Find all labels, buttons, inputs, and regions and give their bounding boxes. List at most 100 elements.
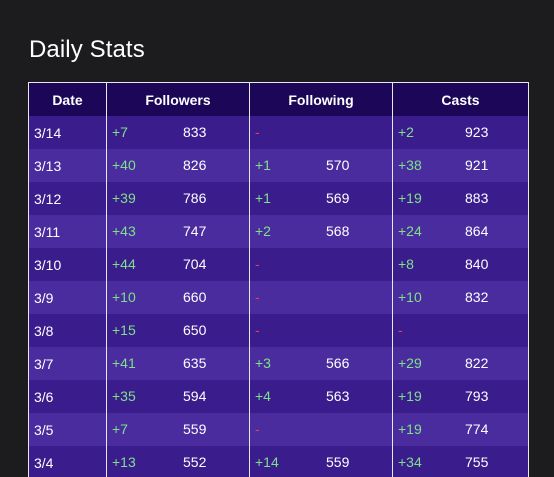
following-cell-content: +1 570 [250, 149, 392, 182]
followers-value: 833 [183, 124, 207, 140]
followers-cell: +41 635 [106, 347, 250, 380]
casts-delta: +8 [398, 256, 414, 272]
following-delta: +4 [255, 388, 271, 404]
table-row: 3/12 +39 786 +1 569 +19 883 [28, 182, 529, 215]
casts-value: 883 [465, 190, 489, 206]
followers-delta: +40 [112, 157, 136, 173]
following-delta: - [255, 256, 260, 272]
followers-cell: +39 786 [106, 182, 250, 215]
followers-delta: +10 [112, 289, 136, 305]
casts-cell: +38 921 [392, 149, 529, 182]
followers-value: 594 [183, 388, 207, 404]
casts-cell-content: +34 755 [393, 446, 528, 477]
casts-cell-content: +10 832 [393, 281, 528, 314]
followers-delta: +39 [112, 190, 136, 206]
casts-delta: +29 [398, 355, 422, 371]
following-cell-content: +4 563 [250, 380, 392, 413]
casts-delta: +19 [398, 421, 422, 437]
following-delta: +1 [255, 157, 271, 173]
following-cell-content: - [250, 248, 392, 281]
followers-cell: +44 704 [106, 248, 250, 281]
daily-stats-table: Date Followers Following Casts 3/14 +7 833… [28, 82, 529, 477]
followers-delta: +35 [112, 388, 136, 404]
date-cell: 3/11 [28, 215, 107, 248]
casts-value: 774 [465, 421, 489, 437]
header-followers: Followers [106, 82, 250, 116]
date-cell: 3/12 [28, 182, 107, 215]
table-row: 3/8 +15 650 - - [28, 314, 529, 347]
header-casts: Casts [392, 82, 529, 116]
following-cell-content: - [250, 281, 392, 314]
followers-cell-content: +41 635 [107, 347, 249, 380]
casts-value: 864 [465, 223, 489, 239]
following-delta: - [255, 124, 260, 140]
followers-cell: +35 594 [106, 380, 250, 413]
followers-value: 552 [183, 454, 207, 470]
following-delta: - [255, 421, 260, 437]
followers-cell: +15 650 [106, 314, 250, 347]
followers-cell: +43 747 [106, 215, 250, 248]
table-body: 3/14 +7 833 - +2 923 3/13 +40 826 +1 570 +38 921 3/12… [28, 116, 529, 477]
followers-value: 559 [183, 421, 207, 437]
date-cell: 3/14 [28, 116, 107, 149]
casts-delta: +24 [398, 223, 422, 239]
casts-value: 923 [465, 124, 489, 140]
casts-cell: +29 822 [392, 347, 529, 380]
table-row: 3/13 +40 826 +1 570 +38 921 [28, 149, 529, 182]
casts-cell: +19 793 [392, 380, 529, 413]
followers-cell-content: +7 559 [107, 413, 249, 446]
following-cell: +1 569 [249, 182, 393, 215]
date-cell: 3/4 [28, 446, 107, 477]
followers-delta: +13 [112, 454, 136, 470]
followers-value: 704 [183, 256, 207, 272]
date-cell: 3/7 [28, 347, 107, 380]
casts-delta: +2 [398, 124, 414, 140]
page-title: Daily Stats [29, 36, 145, 63]
following-delta: +1 [255, 190, 271, 206]
following-cell-content: +3 566 [250, 347, 392, 380]
followers-delta: +44 [112, 256, 136, 272]
followers-cell: +10 660 [106, 281, 250, 314]
following-value: 569 [326, 190, 350, 206]
table-row: 3/4 +13 552 +14 559 +34 755 [28, 446, 529, 477]
casts-cell-content: +19 883 [393, 182, 528, 215]
table-header: Date Followers Following Casts [28, 82, 529, 116]
casts-cell-content: +19 793 [393, 380, 528, 413]
date-cell: 3/6 [28, 380, 107, 413]
following-delta: - [255, 322, 260, 338]
casts-cell: +10 832 [392, 281, 529, 314]
casts-value: 832 [465, 289, 489, 305]
following-value: 568 [326, 223, 350, 239]
followers-cell-content: +13 552 [107, 446, 249, 477]
following-cell: - [249, 248, 393, 281]
table-row: 3/5 +7 559 - +19 774 [28, 413, 529, 446]
followers-cell-content: +10 660 [107, 281, 249, 314]
followers-delta: +41 [112, 355, 136, 371]
followers-value: 660 [183, 289, 207, 305]
casts-value: 822 [465, 355, 489, 371]
followers-value: 650 [183, 322, 207, 338]
followers-value: 826 [183, 157, 207, 173]
following-cell: - [249, 116, 393, 149]
casts-cell: +2 923 [392, 116, 529, 149]
date-cell: 3/5 [28, 413, 107, 446]
casts-cell-content: +29 822 [393, 347, 528, 380]
followers-cell: +13 552 [106, 446, 250, 477]
casts-value: 840 [465, 256, 489, 272]
table-row: 3/11 +43 747 +2 568 +24 864 [28, 215, 529, 248]
casts-cell: +24 864 [392, 215, 529, 248]
casts-cell-content: +2 923 [393, 116, 528, 149]
casts-cell: +34 755 [392, 446, 529, 477]
casts-cell: +8 840 [392, 248, 529, 281]
casts-cell-content: +24 864 [393, 215, 528, 248]
casts-cell-content: +19 774 [393, 413, 528, 446]
casts-cell: - [392, 314, 529, 347]
following-value: 563 [326, 388, 350, 404]
followers-cell: +40 826 [106, 149, 250, 182]
table-row: 3/14 +7 833 - +2 923 [28, 116, 529, 149]
followers-cell-content: +40 826 [107, 149, 249, 182]
following-cell-content: - [250, 116, 392, 149]
followers-cell-content: +44 704 [107, 248, 249, 281]
followers-value: 747 [183, 223, 207, 239]
